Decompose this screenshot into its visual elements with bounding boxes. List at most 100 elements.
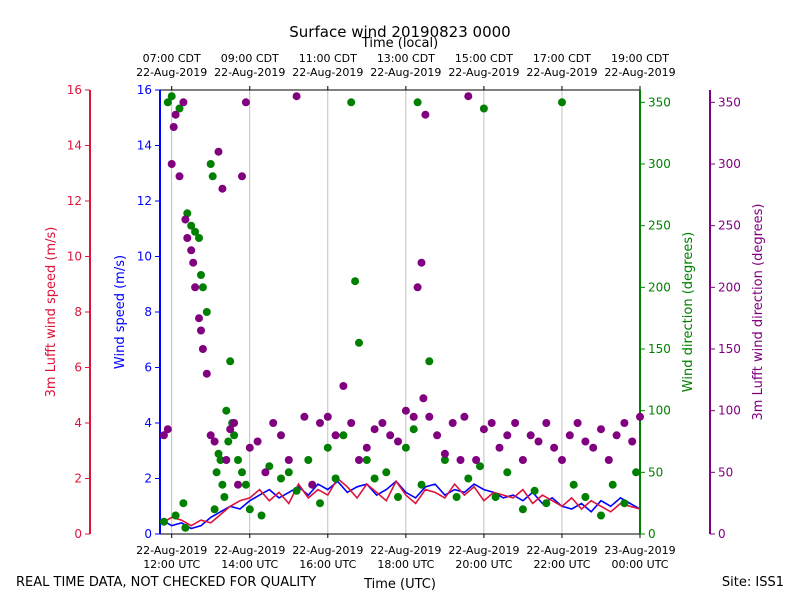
wind-direction-point — [206, 160, 215, 168]
wind-direction-point — [179, 499, 188, 508]
wind-direction-point — [222, 406, 231, 415]
3m-lufft-wind-direction-point — [518, 456, 527, 464]
wind-direction-point — [175, 104, 184, 113]
wind-direction-point — [167, 92, 176, 101]
speed-axis-label: Wind speed (m/s) — [113, 255, 128, 369]
wind-direction-point — [440, 456, 449, 464]
x-tick-label-local: 11:00 CDT — [299, 52, 357, 65]
wind-direction-point — [530, 486, 539, 495]
3m-lufft-wind-direction-point — [495, 443, 504, 452]
3m-lufft-wind-direction-point — [175, 172, 184, 181]
3m-lufft-wind-direction-point — [214, 147, 223, 156]
x-tick-label-local: 09:00 CDT — [221, 52, 279, 65]
lufft-speed-axis-tick-label: 0 — [74, 527, 82, 541]
3m-lufft-wind-direction-point — [417, 258, 426, 267]
lufft-speed-axis-tick-label: 4 — [74, 416, 82, 430]
chart-title: Surface wind 20190823 0000 — [289, 23, 510, 41]
lufft-speed-axis-tick-label: 16 — [67, 83, 82, 97]
x-tick-label-local-date: 22-Aug-2019 — [136, 66, 207, 79]
wind-direction-point — [409, 425, 418, 434]
3m-lufft-wind-direction-point — [171, 110, 180, 119]
wind-direction-point — [503, 468, 512, 477]
wind-direction-point — [187, 221, 196, 230]
direction-axis-tick-label: 350 — [648, 95, 671, 109]
3m-lufft-wind-direction-point — [421, 110, 430, 119]
wind-direction-point — [479, 104, 488, 113]
speed-axis-tick-label: 16 — [137, 83, 152, 97]
lufft-direction-axis-tick-label: 200 — [718, 280, 741, 294]
wind-direction-point — [597, 511, 605, 520]
x-tick-label-utc: 18:00 UTC — [377, 558, 434, 571]
wind-direction-point — [198, 283, 207, 292]
3m-lufft-wind-direction-point — [472, 456, 481, 464]
wind-direction-point — [195, 234, 203, 242]
wind-direction-point — [216, 456, 225, 464]
x-tick-label-local: 07:00 CDT — [143, 52, 201, 65]
lufft-direction-axis-tick-label: 150 — [718, 342, 741, 356]
wind-direction-point — [230, 431, 239, 440]
wind-direction-point — [355, 338, 363, 347]
3m-lufft-wind-direction-point — [230, 419, 239, 427]
wind-direction-point — [608, 480, 617, 489]
3m-lufft-wind-direction-point — [195, 314, 203, 323]
3m-lufft-wind-direction-point — [202, 369, 211, 378]
lufft-speed-axis-tick-label: 6 — [74, 361, 82, 375]
3m-lufft-wind-direction-point — [460, 412, 469, 421]
wind-direction-point — [413, 98, 422, 107]
3m-lufft-wind-direction-point — [206, 431, 215, 440]
wind-direction-point — [208, 172, 217, 181]
x-tick-label-local-date: 22-Aug-2019 — [292, 66, 363, 79]
x-tick-label-local-date: 22-Aug-2019 — [526, 66, 597, 79]
x-tick-label-utc: 00:00 UTC — [611, 558, 668, 571]
3m-lufft-wind-direction-point — [597, 425, 605, 434]
3m-lufft-wind-direction-point — [187, 246, 196, 255]
speed-axis-tick-label: 4 — [144, 416, 152, 430]
3m-lufft-wind-direction-point — [261, 468, 270, 477]
3m-lufft-wind-direction-point — [394, 437, 402, 446]
speed-axis-tick-label: 8 — [144, 305, 152, 319]
wind-direction-point — [292, 486, 301, 495]
lufft-speed-axis-tick-label: 10 — [67, 250, 82, 264]
3m-lufft-wind-direction-point — [636, 412, 644, 421]
speed-axis-tick-label: 0 — [144, 527, 152, 541]
3m-lufft-wind-direction-point — [378, 419, 387, 427]
wind-direction-point — [417, 480, 426, 489]
wind-direction-point — [183, 209, 192, 218]
3m-lufft-wind-direction-point — [269, 419, 278, 427]
x-tick-label-local-date: 22-Aug-2019 — [214, 66, 285, 79]
3m-lufft-wind-direction-point — [534, 437, 543, 446]
x-axis-label: Time (UTC) — [363, 577, 436, 592]
lufft-direction-axis-tick-label: 300 — [718, 157, 741, 171]
wind-direction-point — [220, 493, 229, 501]
3m-lufft-wind-speed-line — [161, 477, 641, 527]
wind-direction-point — [214, 449, 223, 458]
3m-lufft-wind-direction-point — [189, 258, 198, 267]
wind-direction-point — [191, 227, 200, 236]
lufft-direction-axis-tick-label: 250 — [718, 219, 741, 233]
3m-lufft-wind-direction-point — [604, 456, 613, 464]
3m-lufft-wind-direction-point — [167, 160, 176, 168]
x-tick-label-local-date: 22-Aug-2019 — [604, 66, 675, 79]
wind-direction-point — [347, 98, 356, 107]
3m-lufft-wind-direction-point — [347, 419, 356, 427]
3m-lufft-wind-direction-point — [413, 283, 422, 292]
x-tick-label-utc: 22:00 UTC — [533, 558, 590, 571]
3m-lufft-wind-direction-point — [565, 431, 574, 440]
lufft-direction-axis-tick-label: 0 — [718, 527, 726, 541]
3m-lufft-wind-direction-point — [456, 456, 465, 464]
wind-direction-point — [163, 98, 172, 107]
3m-lufft-wind-direction-point — [573, 419, 582, 427]
wind-direction-point — [181, 523, 190, 532]
wind-direction-point — [581, 493, 590, 501]
wind-direction-point — [224, 437, 233, 446]
3m-lufft-wind-direction-point — [355, 456, 363, 464]
3m-lufft-wind-direction-point — [198, 345, 207, 353]
wind-direction-point — [331, 474, 340, 483]
3m-lufft-wind-direction-point — [226, 425, 235, 434]
lufft-direction-axis-tick-label: 100 — [718, 404, 741, 418]
wind-direction-point — [323, 443, 332, 452]
wind-direction-point — [569, 480, 578, 489]
3m-lufft-wind-direction-point — [558, 456, 566, 464]
3m-lufft-wind-direction-point — [550, 443, 559, 452]
speed-axis-tick-label: 6 — [144, 361, 152, 375]
